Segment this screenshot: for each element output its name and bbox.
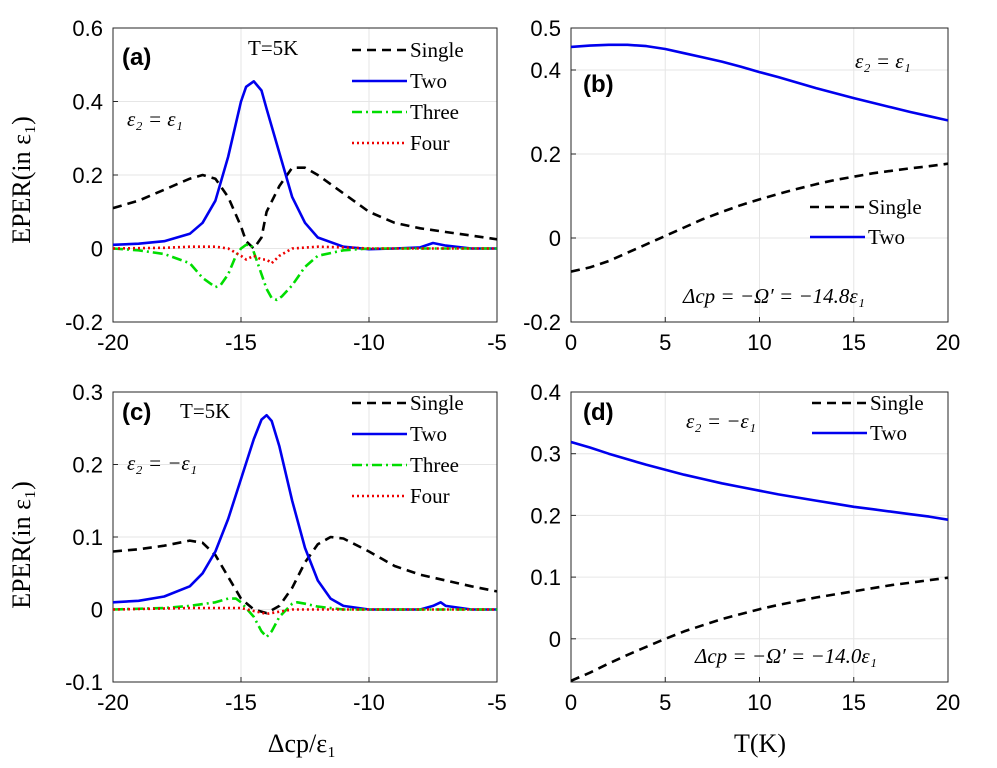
y-tick-label: -0.2 [523, 310, 561, 335]
series-three-line [113, 243, 497, 302]
legend-label-four: Four [410, 484, 450, 508]
annotation: Δcp = −Ω′ = −14.8ε₁ [682, 284, 865, 308]
x-tick-label: 20 [936, 690, 960, 715]
y-tick-label: 0 [549, 226, 561, 251]
ylabel-bottom: EPER(in ε₁) [7, 481, 36, 609]
legend-label-single: Single [410, 38, 464, 62]
y-tick-label: 0 [91, 237, 103, 262]
series-two-line [571, 43, 948, 122]
panel-label: (d) [583, 399, 614, 426]
legend-label-two: Two [410, 69, 447, 93]
legend-label-two: Two [410, 422, 447, 446]
annotation: ε₂ = −ε₁ [127, 451, 197, 475]
x-tick-label: 0 [565, 690, 577, 715]
y-tick-label: 0 [549, 627, 561, 652]
legend-label-single: Single [868, 195, 922, 219]
y-tick-label: 0.1 [530, 565, 561, 590]
y-tick-label: 0 [91, 598, 103, 623]
legend-label-three: Three [410, 100, 459, 124]
x-tick-label: -20 [97, 330, 129, 355]
y-tick-label: -0.1 [65, 670, 103, 695]
legend-label-single: Single [410, 391, 464, 415]
xlabel-d: T(K) [734, 729, 786, 758]
ylabel-top: EPER(in ε₁) [7, 116, 36, 244]
x-tick-label: -15 [225, 690, 257, 715]
series-single-line [113, 166, 497, 250]
x-tick-label: -15 [225, 330, 257, 355]
x-tick-label: 10 [747, 690, 771, 715]
series-two-line [571, 440, 948, 521]
annotation: Δcp = −Ω′ = −14.0ε₁ [694, 644, 877, 668]
series-single-line [571, 162, 948, 273]
x-tick-label: -10 [353, 690, 385, 715]
y-tick-label: 0.6 [72, 16, 103, 41]
x-tick-label: 10 [747, 330, 771, 355]
y-tick-label: 0.1 [72, 525, 103, 550]
series-two-line [113, 80, 497, 251]
annotation: ε₂ = ε₁ [127, 107, 183, 131]
y-tick-label: 0.2 [72, 163, 103, 188]
series-three-line [113, 597, 497, 639]
y-tick-label: 0.3 [530, 442, 561, 467]
x-tick-label: 5 [659, 690, 671, 715]
panel-label: (a) [122, 44, 151, 71]
x-tick-label: 15 [842, 690, 866, 715]
series-two-line [113, 413, 497, 611]
y-tick-label: -0.2 [65, 310, 103, 335]
y-tick-label: 0.4 [72, 90, 103, 115]
legend-label-four: Four [410, 131, 450, 155]
panel-c: -20 -15 -10 -5 -0.1 0 0.1 0.2 0.3 (c) T=5K ε₂ = −ε₁… [65, 380, 507, 715]
y-tick-label: 0.5 [530, 16, 561, 41]
x-tick-label: -10 [353, 330, 385, 355]
panel-d: 0 5 10 15 20 0 0.1 0.2 0.3 0.4 (d) ε₂ = −ε₁ Δcp = −Ω… [530, 380, 960, 715]
y-tick-label: 0.3 [72, 380, 103, 405]
y-tick-label: 0.2 [530, 503, 561, 528]
x-tick-label: -20 [97, 690, 129, 715]
y-tick-label: 0.2 [72, 453, 103, 478]
legend-label-two: Two [868, 225, 905, 249]
x-tick-label: 0 [565, 330, 577, 355]
xlabel-c: Δcp/ε₁ [268, 729, 336, 758]
y-tick-label: 0.4 [530, 58, 561, 83]
annotation: T=5K [180, 399, 230, 423]
x-tick-label: 20 [936, 330, 960, 355]
y-tick-label: 0.2 [530, 142, 561, 167]
y-tick-label: 0.4 [530, 380, 561, 405]
x-tick-label: 15 [842, 330, 866, 355]
x-tick-label: 5 [659, 330, 671, 355]
panel-label: (c) [122, 399, 151, 426]
panel-label: (b) [583, 71, 614, 98]
series-single-line [113, 535, 497, 615]
legend-label-single: Single [870, 391, 924, 415]
annotation: ε₂ = ε₁ [855, 49, 911, 73]
legend-label-three: Three [410, 453, 459, 477]
x-tick-label: -5 [487, 330, 507, 355]
annotation: ε₂ = −ε₁ [686, 409, 756, 433]
series-single-line [571, 576, 948, 682]
annotation: T=5K [248, 36, 298, 60]
series-four-line [113, 245, 497, 265]
legend-label-two: Two [870, 421, 907, 445]
panel-a: -20 -15 -10 -5 -0.2 0 0.2 0.4 0.6 (a) T=5K ε₂ = ε₁ S… [65, 16, 507, 355]
x-tick-label: -5 [487, 690, 507, 715]
